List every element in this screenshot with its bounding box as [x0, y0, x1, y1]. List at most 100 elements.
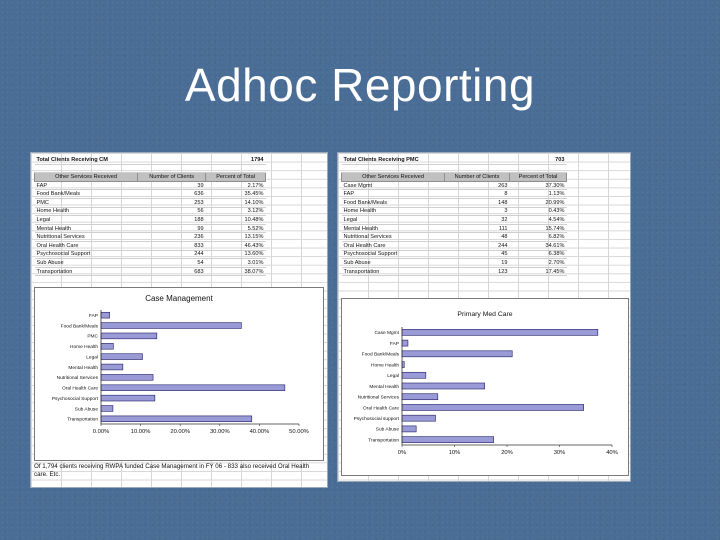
- category-label: Transportation: [67, 417, 98, 423]
- primary-med-care-chart: Primary Med Care Case Mgmt FAP Food Bank/Me…: [341, 298, 629, 476]
- count-cell: 683: [137, 267, 206, 277]
- table-row: Home Health 3 0.43%: [341, 207, 567, 217]
- case-management-chart: Case Management FAP Food Bank/Meals PMC Home…: [34, 287, 324, 461]
- x-tick-label: 50.00%: [289, 429, 309, 435]
- category-label: Home Health: [70, 344, 98, 350]
- data-bar: [100, 394, 156, 402]
- data-bar: [100, 363, 124, 371]
- data-bar: [100, 384, 286, 391]
- service-cell: Oral Health Care: [341, 241, 445, 251]
- right-total-label: Total Clients Receiving PMC: [341, 156, 445, 165]
- service-cell: FAP: [341, 189, 445, 199]
- right-col-header: Other Services Received: [340, 172, 446, 182]
- table-row: Mental Health 99 5.52%: [34, 224, 266, 234]
- count-cell: 236: [137, 232, 206, 242]
- service-cell: Case Mgmt: [341, 181, 445, 191]
- x-tick-label: 10%: [449, 450, 461, 456]
- service-cell: Food Bank/Meals: [34, 189, 138, 199]
- left-col-header: Percent of Total: [205, 172, 266, 182]
- category-label: Legal: [387, 373, 399, 379]
- service-cell: Food Bank/Meals: [341, 198, 445, 208]
- table-row: Sub Abuse 54 3.01%: [34, 258, 266, 268]
- data-bar: [100, 322, 242, 329]
- percent-cell: 13.60%: [205, 250, 266, 260]
- category-label: Psychosocial support: [354, 416, 400, 422]
- data-bar: [100, 415, 253, 423]
- left-footnote: Of 1,794 clients receiving RWPA funded C…: [34, 463, 310, 478]
- category-label: Food Bank/Meals: [362, 352, 400, 358]
- left-col-header: Other Services Received: [33, 172, 139, 182]
- table-row: PMC 253 14.10%: [34, 198, 266, 208]
- service-cell: Nutritional Services: [34, 232, 138, 242]
- table-row: Nutritional Services 236 13.15%: [34, 232, 266, 242]
- primary-med-care-chart-svg: Primary Med Care Case Mgmt FAP Food Bank/Me…: [354, 311, 618, 456]
- percent-cell: 14.10%: [205, 198, 266, 208]
- category-label: Legal: [86, 354, 98, 360]
- service-cell: Legal: [34, 215, 138, 225]
- category-label: FAP: [390, 341, 399, 347]
- percent-cell: 38.07%: [205, 267, 266, 277]
- percent-cell: 13.15%: [205, 232, 266, 242]
- service-cell: Psychosocial Support: [34, 250, 138, 260]
- service-cell: PMC: [34, 198, 138, 208]
- service-cell: Mental Health: [34, 224, 138, 234]
- table-row: Home Health 56 3.12%: [34, 207, 266, 217]
- count-cell: 111: [444, 224, 510, 234]
- category-label: Sub Abuse: [376, 427, 400, 433]
- table-row: Transportation 683 38.07%: [34, 267, 266, 277]
- category-label: Mental Health: [68, 365, 98, 371]
- table-row: Case Mgmt 263 37.30%: [341, 181, 567, 191]
- data-bar: [100, 343, 114, 350]
- count-cell: 48: [444, 232, 510, 242]
- right-data-table: Total Clients Receiving PMC 703 Other Se…: [340, 156, 568, 277]
- count-cell: 56: [137, 207, 206, 217]
- percent-cell: 2.17%: [205, 181, 266, 191]
- count-cell: 244: [444, 241, 510, 251]
- x-tick-label: 0.00%: [93, 429, 109, 435]
- percent-cell: 6.38%: [509, 250, 567, 260]
- case-management-chart-svg: Case Management FAP Food Bank/Meals PMC Home…: [52, 294, 309, 435]
- service-cell: Mental Health: [341, 224, 445, 234]
- category-label: Mental Health: [369, 384, 399, 390]
- right-total-value: 703: [509, 156, 567, 165]
- count-cell: 188: [137, 215, 206, 225]
- x-tick-label: 40%: [606, 450, 618, 456]
- data-bar: [401, 382, 485, 390]
- x-tick-label: 40.00%: [250, 429, 270, 435]
- category-label: Oral Health Care: [363, 405, 399, 411]
- data-bar: [401, 339, 409, 347]
- count-cell: 19: [444, 258, 510, 268]
- left-data-table: Total Clients Receiving CM 1794 Other Se…: [33, 156, 266, 277]
- x-tick-label: 30.00%: [210, 429, 230, 435]
- table-row: Psychosocial Support 244 13.60%: [34, 250, 266, 260]
- data-bar: [100, 353, 143, 360]
- percent-cell: 15.74%: [509, 224, 567, 234]
- table-row: Legal 188 10.48%: [34, 215, 266, 225]
- data-bar: [401, 350, 513, 358]
- data-bar: [100, 405, 114, 412]
- x-tick-label: 20.00%: [170, 429, 190, 435]
- table-row: Nutritional Services 48 6.82%: [341, 232, 567, 242]
- percent-cell: 34.61%: [509, 241, 567, 251]
- percent-cell: 6.82%: [509, 232, 567, 242]
- data-bar: [401, 436, 494, 443]
- table-row: Food Bank/Meals 636 35.45%: [34, 189, 266, 199]
- count-cell: 636: [137, 189, 206, 199]
- category-label: Food Bank/Meals: [61, 323, 99, 329]
- count-cell: 123: [444, 267, 510, 277]
- count-cell: 244: [137, 250, 206, 260]
- chart-title: Primary Med Care: [457, 311, 512, 318]
- category-label: PMC: [87, 334, 98, 340]
- percent-cell: 2.70%: [509, 258, 567, 268]
- table-row: FAP 8 1.13%: [341, 189, 567, 199]
- percent-cell: 35.45%: [205, 189, 266, 199]
- right-col-header: Number of Clients: [444, 172, 510, 182]
- category-label: Nutritional Services: [57, 375, 99, 381]
- data-bar: [401, 414, 436, 422]
- service-cell: Transportation: [34, 267, 138, 277]
- count-cell: 263: [444, 181, 510, 191]
- count-cell: 148: [444, 198, 510, 208]
- percent-cell: 3.01%: [205, 258, 266, 268]
- service-cell: Transportation: [341, 267, 445, 277]
- slide-title: Adhoc Reporting: [184, 59, 536, 111]
